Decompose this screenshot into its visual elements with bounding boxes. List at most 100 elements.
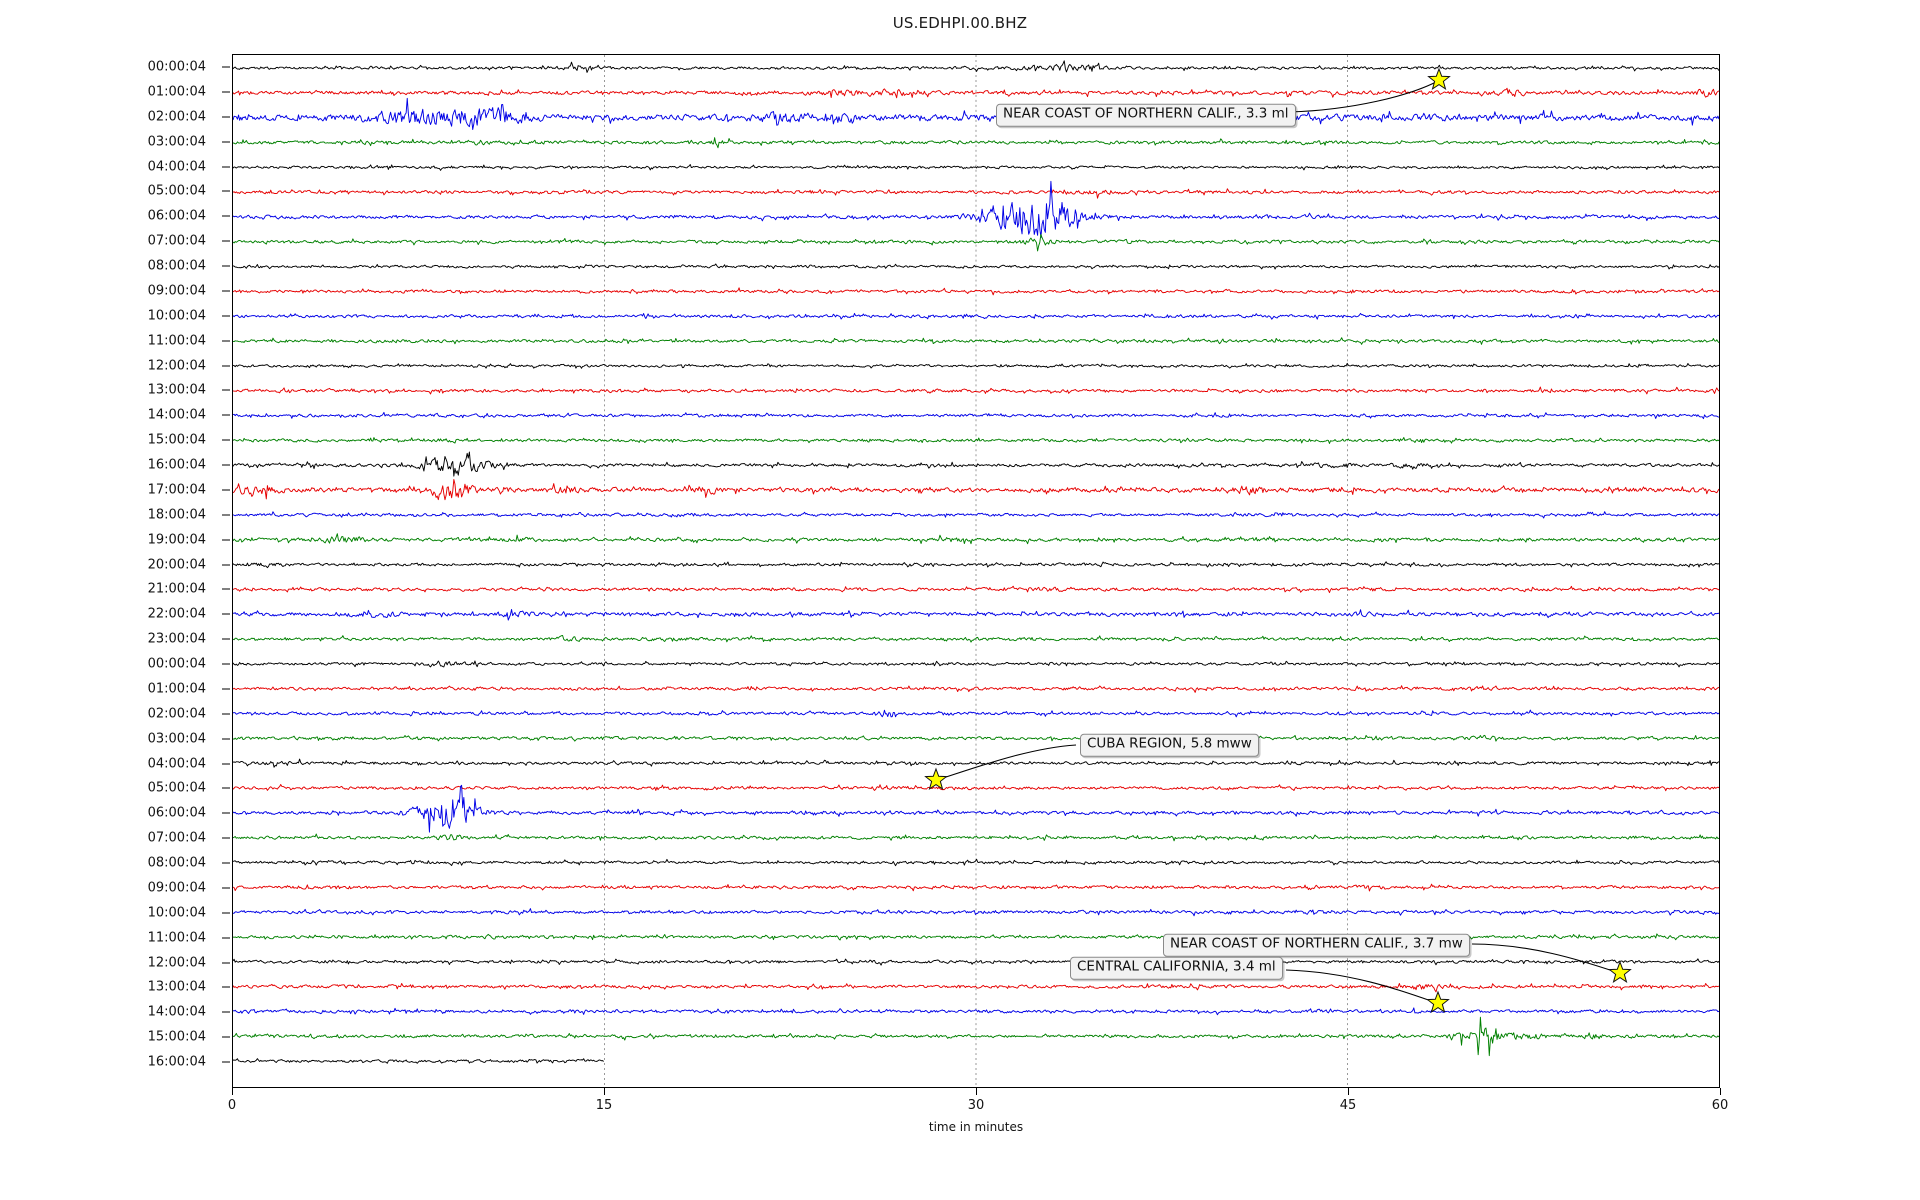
- y-axis-tick-mark: [222, 315, 230, 317]
- y-axis-tick-label: 00:00:04: [147, 656, 206, 672]
- y-axis-tick-mark: [222, 564, 230, 565]
- trace-row: [233, 97, 1719, 130]
- trace-row: [233, 164, 1719, 171]
- trace-row: [233, 634, 1719, 643]
- y-axis-tick-label: 04:00:04: [147, 756, 206, 771]
- y-axis-tick-label: 02:00:04: [147, 706, 206, 722]
- trace-row: [233, 60, 1719, 73]
- trace-row: [233, 982, 1719, 993]
- y-axis-tick-mark: [222, 812, 230, 814]
- y-axis-tick-mark: [222, 91, 230, 93]
- y-axis-tick-mark: [222, 166, 230, 167]
- y-axis-tick-label: 05:00:04: [147, 183, 206, 199]
- y-axis-tick-mark: [222, 613, 230, 615]
- trace-row: [233, 833, 1719, 842]
- trace-row: [233, 685, 1719, 693]
- event-annotation-near-coast-northern-calif-33ml[interactable]: NEAR COAST OF NORTHERN CALIF., 3.3 ml: [996, 103, 1296, 127]
- x-axis-tick-mark: [1720, 1088, 1721, 1095]
- y-axis-tick-label: 07:00:04: [147, 233, 206, 249]
- trace-row: [233, 451, 1719, 477]
- y-axis-tick-mark: [222, 539, 230, 541]
- x-axis-tick-label: 30: [967, 1098, 985, 1113]
- x-axis-tick-label: 15: [595, 1098, 613, 1113]
- y-axis-tick-mark: [222, 688, 230, 690]
- y-axis-tick-mark: [222, 763, 230, 764]
- y-axis-tick-label: 01:00:04: [147, 84, 206, 100]
- y-axis-tick-label: 21:00:04: [147, 581, 206, 597]
- y-axis-tick-label: 01:00:04: [147, 681, 206, 697]
- y-axis-tick-label: 13:00:04: [147, 979, 206, 995]
- trace-row: [233, 533, 1719, 545]
- trace-row: [233, 87, 1719, 99]
- page-title: US.EDHPI.00.BHZ: [892, 14, 1028, 32]
- y-axis-tick-label: 02:00:04: [147, 109, 206, 125]
- y-axis-tick-mark: [222, 190, 230, 192]
- trace-row: [233, 908, 1719, 917]
- y-axis-tick-label: 03:00:04: [147, 731, 206, 747]
- y-axis-tick-mark: [222, 986, 230, 988]
- y-axis-tick-label: 12:00:04: [147, 358, 206, 373]
- trace-row: [233, 337, 1719, 345]
- event-annotation-near-coast-northern-calif-37mw[interactable]: NEAR COAST OF NORTHERN CALIF., 3.7 mw: [1163, 933, 1470, 957]
- y-axis-tick-mark: [222, 265, 230, 267]
- y-axis-tick-mark: [222, 1011, 230, 1013]
- y-axis-tick-mark: [222, 713, 230, 715]
- y-axis-tick-label: 17:00:04: [147, 482, 206, 498]
- plot-area: [232, 54, 1720, 1088]
- trace-row: [233, 1007, 1719, 1016]
- y-axis-tick-label: 16:00:04: [147, 457, 206, 473]
- trace-row: [233, 188, 1719, 199]
- trace-row: [233, 858, 1719, 867]
- y-axis-tick-mark: [222, 141, 230, 143]
- y-axis-tick-label: 16:00:04: [147, 1054, 206, 1070]
- y-axis-tick-label: 20:00:04: [147, 557, 206, 572]
- y-axis-tick-label: 13:00:04: [147, 382, 206, 398]
- y-axis-tick-mark: [222, 389, 230, 391]
- trace-row: [233, 784, 1719, 792]
- y-axis-tick-mark: [222, 240, 230, 242]
- event-annotation-central-california-34ml[interactable]: CENTRAL CALIFORNIA, 3.4 ml: [1070, 956, 1283, 980]
- y-axis-tick-mark: [222, 837, 230, 839]
- y-axis-tick-label: 10:00:04: [147, 905, 206, 921]
- y-axis-tick-label: 04:00:04: [147, 159, 206, 174]
- trace-row: [233, 933, 1719, 941]
- trace-row: [233, 312, 1719, 320]
- trace-row: [233, 734, 1719, 742]
- trace-row: [233, 287, 1719, 296]
- y-axis-tick-label: 06:00:04: [147, 805, 206, 821]
- y-axis-tick-mark: [222, 663, 230, 665]
- y-axis-tick-mark: [222, 464, 230, 466]
- y-axis-tick-mark: [222, 887, 230, 889]
- y-axis-tick-label: 07:00:04: [147, 830, 206, 846]
- y-axis-tick-mark: [222, 638, 230, 640]
- y-axis-tick-label: 22:00:04: [147, 606, 206, 622]
- event-annotation-cuba-region-58mww[interactable]: CUBA REGION, 5.8 mww: [1080, 733, 1259, 757]
- y-axis-tick-mark: [222, 912, 230, 914]
- y-axis-tick-mark: [222, 937, 230, 939]
- seismogram-traces: [233, 55, 1719, 1087]
- trace-row: [233, 511, 1719, 519]
- y-axis-tick-label: 11:00:04: [147, 333, 206, 349]
- trace-row: [233, 609, 1719, 621]
- trace-row: [233, 263, 1719, 270]
- x-axis-label: time in minutes: [928, 1120, 1024, 1134]
- trace-row: [233, 660, 1719, 668]
- trace-row: [233, 386, 1719, 395]
- trace-row: [233, 362, 1719, 369]
- trace-row: [233, 585, 1719, 594]
- trace-row: [233, 437, 1719, 444]
- y-axis-tick-label: 19:00:04: [147, 532, 206, 548]
- trace-row: [233, 561, 1719, 569]
- y-axis-tick-label: 12:00:04: [147, 955, 206, 970]
- y-axis-tick-mark: [222, 489, 230, 491]
- y-axis-tick-label: 00:00:04: [147, 59, 206, 75]
- y-axis-tick-label: 10:00:04: [147, 308, 206, 324]
- y-axis-tick-mark: [222, 116, 230, 118]
- x-axis-tick-label: 45: [1339, 1098, 1357, 1113]
- x-axis-tick-mark: [232, 1088, 233, 1095]
- y-axis-tick-label: 09:00:04: [147, 880, 206, 896]
- y-axis-tick-label: 15:00:04: [147, 432, 206, 448]
- y-axis-tick-label: 08:00:04: [147, 258, 206, 274]
- y-axis-tick-mark: [222, 215, 230, 217]
